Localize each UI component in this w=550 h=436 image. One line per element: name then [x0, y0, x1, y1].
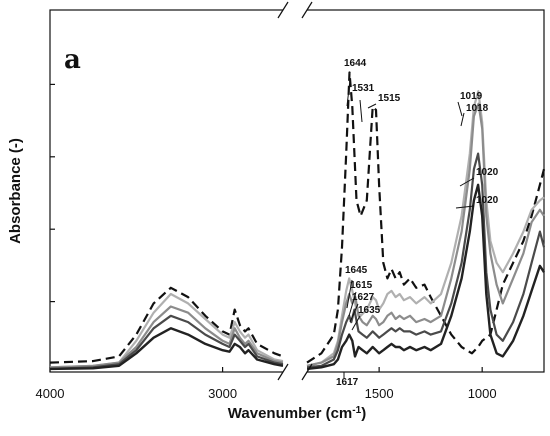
peak-leader-line	[367, 103, 377, 109]
peak-leader-line	[348, 291, 357, 317]
peak-leader-line	[460, 112, 465, 127]
x-tick-label: 1500	[365, 386, 394, 401]
axis-break-slash	[277, 1, 289, 19]
series-line-5-left	[49, 327, 284, 371]
x-tick-label: 3000	[208, 386, 237, 401]
plot-border	[49, 9, 545, 373]
x-axis-title-sup: -1	[352, 405, 361, 416]
peak-leader-line	[459, 177, 475, 187]
peak-label: 1635	[358, 305, 381, 316]
x-axis-ticks: 4000 3000 1500 1000	[36, 367, 497, 401]
peak-label: 1644	[344, 58, 367, 69]
peak-label: 1018	[466, 103, 489, 114]
x-axis-title-close: )	[361, 405, 366, 422]
peak-leader-line	[359, 99, 363, 123]
peak-leader-line	[351, 315, 361, 331]
axis-break-gap-bottom	[283, 366, 307, 378]
peak-leader-line	[346, 279, 353, 309]
peak-leader-line	[346, 79, 351, 107]
axis-break-slash	[277, 363, 289, 381]
series-line-2-left	[49, 292, 284, 369]
peak-label: 1515	[378, 93, 401, 104]
plot-frame	[49, 9, 545, 373]
axis-break	[277, 1, 313, 381]
y-axis-title: Absorbance (-)	[7, 138, 24, 244]
peak-label: 1627	[352, 292, 375, 303]
peak-leader-line	[349, 303, 359, 323]
series-line-5-right	[306, 183, 546, 371]
peak-label: 1019	[460, 91, 483, 102]
peak-label: 1617	[336, 377, 359, 388]
x-tick-label: 1000	[468, 386, 497, 401]
peak-label: 1020	[476, 195, 499, 206]
peak-label: 1531	[352, 83, 375, 94]
panel-label: a	[64, 45, 81, 75]
series-line-1-right	[306, 71, 546, 364]
axis-break-slash	[301, 363, 313, 381]
x-axis-title-main: Wavenumber (cm	[228, 405, 352, 422]
peak-label: 1615	[350, 280, 373, 291]
peak-label: 1645	[345, 265, 368, 276]
peak-leader-line	[457, 101, 463, 117]
series-layer	[49, 71, 546, 371]
series-line-4-left	[49, 314, 284, 370]
series-line-3-left	[49, 305, 284, 369]
y-axis-ticks	[50, 83, 55, 303]
x-tick-label: 4000	[36, 386, 65, 401]
peak-leader-line	[455, 205, 475, 209]
axis-break-slash	[301, 1, 313, 19]
series-line-1-left	[49, 286, 284, 364]
series-line-3-right	[306, 102, 545, 367]
x-axis-title: Wavenumber (cm-1)	[228, 405, 366, 423]
axis-break-gap-top	[283, 4, 307, 16]
peak-label: 1020	[476, 167, 499, 178]
